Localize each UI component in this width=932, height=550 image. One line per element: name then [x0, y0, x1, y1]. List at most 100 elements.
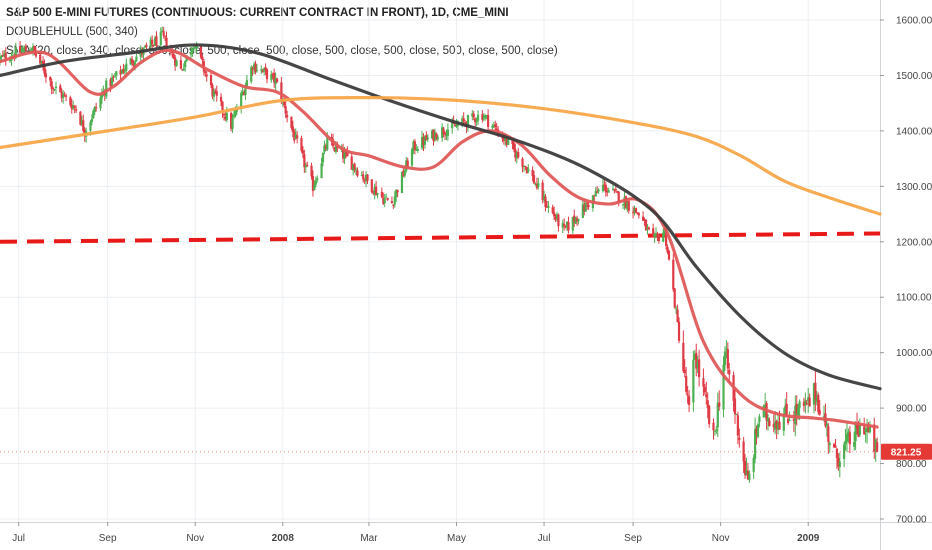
candle-body	[250, 67, 253, 82]
y-tick-label: 1600.00	[896, 16, 932, 27]
y-tick-label: 1100.00	[896, 293, 932, 304]
candle-body	[557, 214, 560, 227]
candle-body	[778, 421, 781, 430]
candle-body	[392, 204, 395, 206]
candle-body	[617, 191, 620, 203]
candle-body	[205, 74, 208, 77]
candle-body	[0, 56, 2, 60]
candle-body	[432, 129, 435, 142]
candle-body	[522, 165, 526, 167]
candle-body	[817, 395, 820, 412]
candle-body	[372, 190, 375, 194]
candle-body	[120, 70, 124, 74]
candle-body	[792, 418, 795, 421]
candle-body	[748, 473, 751, 480]
candle-body	[240, 93, 243, 109]
candle-body	[350, 156, 353, 170]
candle-body	[722, 364, 725, 410]
candle-body	[764, 405, 767, 407]
candle-body	[738, 437, 741, 441]
candle-body	[532, 175, 536, 184]
candle-body	[353, 163, 356, 170]
candle-body	[726, 349, 729, 369]
candle-body	[356, 170, 359, 176]
candle-body	[194, 46, 197, 49]
candle-body	[837, 458, 840, 467]
candle-body	[426, 137, 429, 140]
candle-body	[815, 396, 818, 402]
candle-body	[310, 165, 313, 177]
candle-body	[410, 149, 414, 166]
sma-340-line	[0, 43, 882, 391]
candle-body	[853, 441, 856, 447]
candle-body	[264, 67, 267, 70]
candle-body	[755, 428, 758, 435]
candle-body	[784, 406, 787, 415]
candle-body	[63, 95, 66, 97]
candle-body	[393, 196, 396, 205]
candle-body	[40, 60, 43, 64]
candle-body	[18, 46, 22, 53]
candle-body	[232, 114, 236, 118]
candle-body	[696, 361, 699, 368]
candle-body	[304, 165, 307, 168]
candle-body	[525, 167, 528, 174]
candle-body	[642, 216, 645, 221]
candle-body	[845, 433, 849, 442]
candle-body	[286, 114, 289, 118]
candle-body	[455, 124, 458, 127]
candle-body	[848, 432, 851, 445]
candle-body	[685, 376, 688, 392]
candle-body	[313, 184, 316, 190]
candle-body	[603, 184, 606, 186]
candle-body	[644, 220, 648, 231]
candle-body	[571, 216, 574, 231]
candle-body	[415, 149, 418, 151]
candle-body	[274, 77, 277, 85]
candle-body	[333, 147, 336, 152]
candle-body	[676, 309, 679, 323]
candle-body	[72, 105, 75, 109]
candle-body	[52, 87, 55, 89]
candle-body	[621, 204, 625, 206]
candle-body	[521, 158, 524, 168]
candle-body	[453, 124, 457, 127]
candle-body	[54, 86, 58, 89]
candle-body	[692, 359, 695, 403]
candle-body	[115, 71, 118, 76]
candle-body	[818, 410, 821, 415]
candle-body	[39, 54, 42, 64]
candle-body	[774, 422, 777, 430]
candle-body	[804, 400, 807, 405]
candle-body	[143, 46, 147, 48]
candle-body	[122, 68, 125, 73]
candle-body	[343, 152, 346, 159]
candle-body	[385, 196, 388, 198]
candle-body	[482, 117, 485, 119]
candle-body	[613, 189, 616, 191]
candle-body	[44, 73, 48, 78]
candle-body	[795, 404, 798, 414]
candle-body	[195, 44, 198, 49]
candle-body	[794, 405, 797, 424]
candle-body	[775, 420, 778, 429]
candle-body	[611, 188, 615, 190]
candle-body	[402, 170, 405, 176]
candle-body	[593, 195, 596, 197]
candle-body	[23, 47, 26, 51]
candle-body	[14, 47, 17, 59]
candle-body	[474, 118, 477, 123]
candle-body	[597, 189, 600, 192]
candle-body	[814, 382, 817, 400]
candle-body	[515, 152, 518, 159]
candle-body	[825, 424, 828, 427]
y-tick-label: 1200.00	[896, 237, 932, 248]
candle-body	[59, 85, 62, 93]
candle-body	[3, 53, 6, 57]
candle-body	[456, 124, 460, 126]
candle-body	[728, 369, 731, 375]
candle-body	[241, 91, 244, 95]
candle-body	[294, 134, 297, 140]
candle-body	[471, 113, 474, 117]
